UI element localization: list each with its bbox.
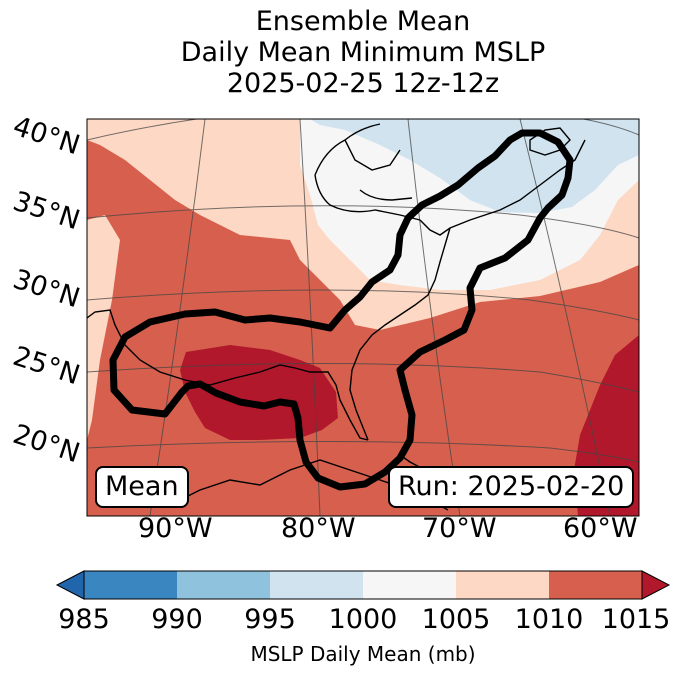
ensemble-contour-outline	[109, 129, 574, 491]
longitude-label-60w: 60°W	[563, 513, 638, 544]
colorbar-tick-990: 990	[151, 604, 203, 635]
colorbar-segment-1010-1015	[549, 571, 642, 599]
colorbar-segment-990-995	[177, 571, 270, 599]
colorbar-tick-1005: 1005	[421, 604, 491, 635]
colorbar-tick-1000: 1000	[328, 604, 398, 635]
title-line-2: Daily Mean Minimum MSLP	[180, 37, 546, 68]
colorbar-segment-985-990	[84, 571, 177, 599]
colorbar-tick-995: 995	[244, 604, 296, 635]
longitude-label-90w: 90°W	[138, 513, 213, 544]
colorbar-segment-995-1000	[270, 571, 363, 599]
map-title: Ensemble Mean Daily Mean Minimum MSLP 20…	[0, 6, 688, 99]
colorbar-segment-1000-1005	[363, 571, 456, 599]
longitude-label-80w: 80°W	[281, 513, 356, 544]
colorbar-tick-1010: 1010	[514, 604, 584, 635]
run-date-label-box: Run: 2025-02-20	[388, 466, 635, 508]
colorbar-tick-1015: 1015	[601, 604, 671, 635]
longitude-label-70w: 70°W	[422, 513, 497, 544]
title-line-1: Ensemble Mean	[255, 6, 471, 37]
mean-label-box: Mean	[95, 466, 189, 508]
colorbar-label: MSLP Daily Mean (mb)	[250, 642, 476, 666]
colorbar-segment-1005-1010	[456, 571, 549, 599]
colorbar-tick-985: 985	[58, 604, 110, 635]
colorbar-under-arrow	[55, 570, 85, 600]
pressure-zone-1005-1010-west	[87, 215, 120, 440]
title-line-3: 2025-02-25 12z-12z	[226, 68, 500, 99]
colorbar-over-arrow	[641, 570, 671, 600]
